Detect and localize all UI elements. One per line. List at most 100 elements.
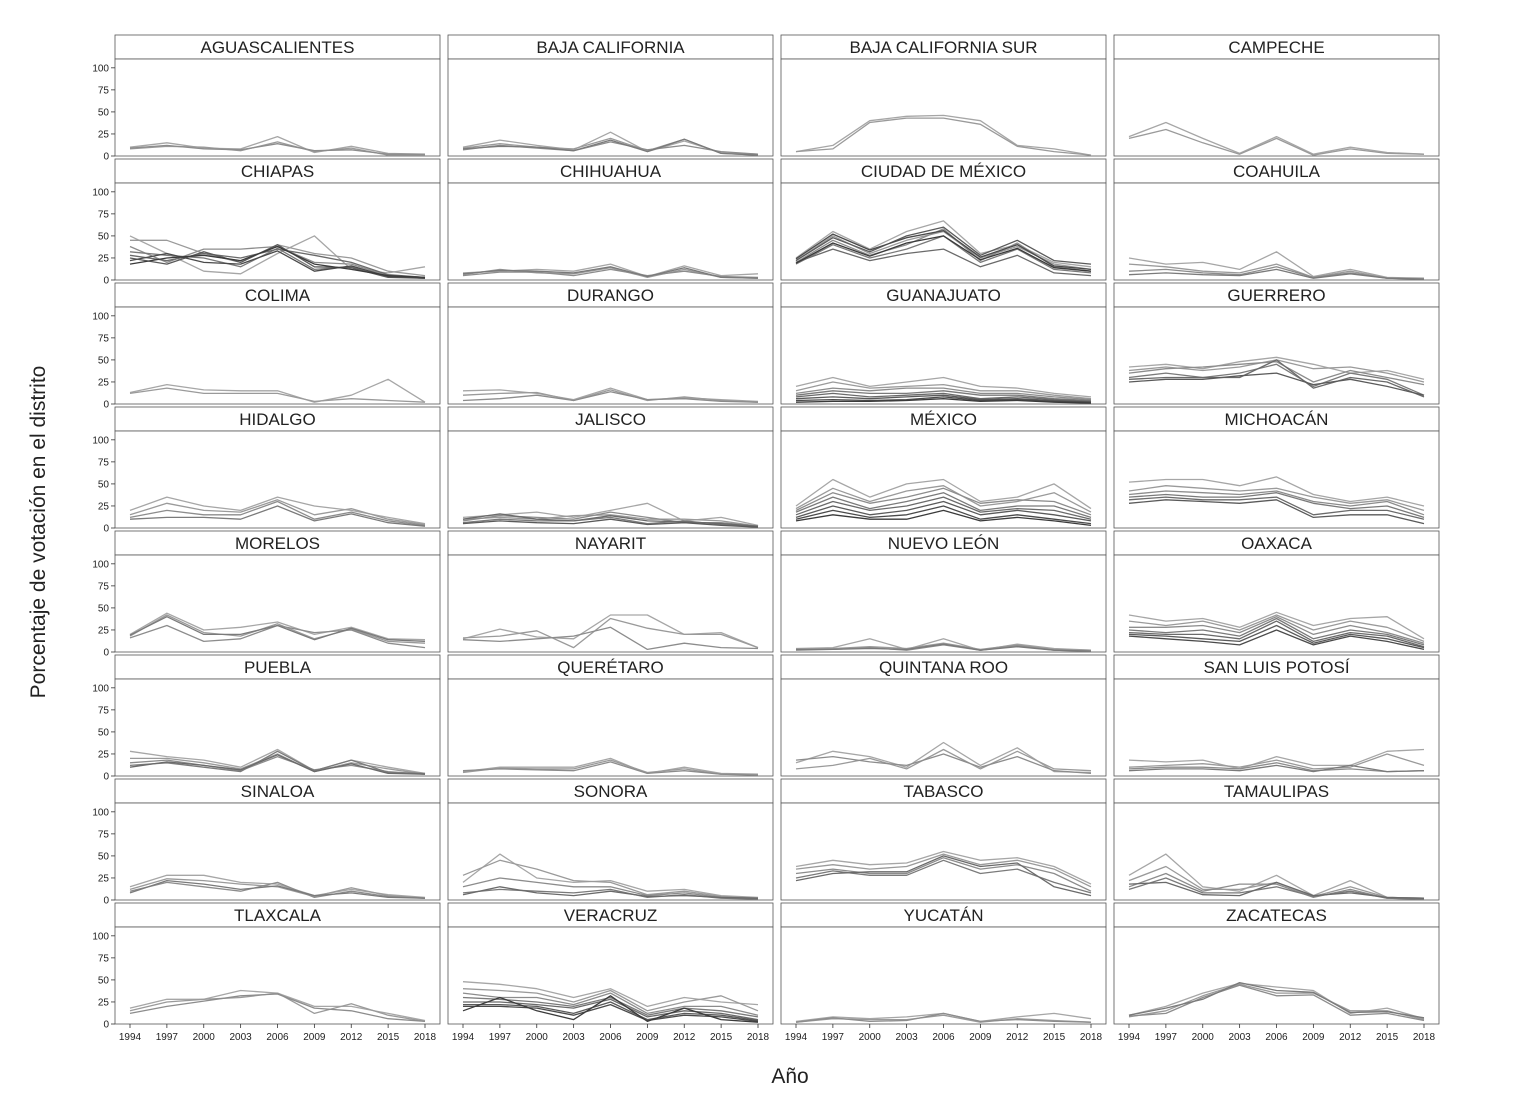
y-tick-label: 100 (92, 559, 109, 570)
panel-title: OAXACA (1241, 534, 1313, 553)
series-line (462, 502, 759, 527)
series-line (129, 750, 426, 775)
series-line (129, 992, 426, 1023)
y-tick-label: 25 (98, 501, 110, 512)
panel-title: NUEVO LEÓN (888, 534, 999, 553)
series-line (795, 387, 1092, 401)
panel-plot-area (447, 926, 774, 1025)
y-tick-label: 100 (92, 683, 109, 694)
y-tick-label: 100 (92, 807, 109, 818)
series-line (795, 496, 1092, 520)
y-tick-label: 0 (103, 1020, 109, 1031)
panel-title: MORELOS (235, 534, 320, 553)
panel-title: ZACATECAS (1226, 906, 1327, 925)
panel-yucatan: YUCATÁN (780, 902, 1107, 1025)
panel-strip (780, 902, 1107, 928)
panel-veracruz: VERACRUZ (447, 902, 774, 1025)
series-line (129, 616, 426, 643)
x-tick-label: 2012 (340, 1032, 363, 1043)
panel-strip (780, 158, 1107, 184)
y-tick-label: 25 (98, 873, 110, 884)
series-line (1128, 268, 1425, 280)
series-line (129, 748, 426, 775)
x-tick-label: 2015 (1043, 1032, 1066, 1043)
y-tick-label: 0 (103, 896, 109, 907)
series-line (795, 505, 1092, 525)
series-line (1128, 372, 1425, 396)
panel-plot-area (447, 554, 774, 653)
series-line (795, 850, 1092, 885)
series-line (463, 1001, 759, 1022)
series-line (795, 117, 1092, 156)
panel-strip (780, 282, 1107, 308)
x-tick-label: 2003 (563, 1032, 586, 1043)
x-tick-label: 2009 (636, 1032, 659, 1043)
series-line (795, 396, 1092, 403)
series-line (129, 387, 426, 403)
series-line (1128, 490, 1425, 516)
series-line (1128, 617, 1425, 646)
panel-coahuila: COAHUILA (1113, 158, 1440, 281)
series-line (1128, 984, 1425, 1022)
series-line (129, 499, 426, 526)
series-line (129, 614, 426, 644)
y-tick-label: 75 (98, 705, 110, 716)
series-line (129, 993, 426, 1023)
series-line (795, 398, 1092, 404)
series-line (795, 248, 1092, 277)
panel-colima: COLIMA 0 25 50 75 100 (92, 282, 441, 411)
panel-strip (447, 158, 774, 184)
y-tick-label: 25 (98, 997, 110, 1008)
series-line (1128, 620, 1425, 648)
x-tick-label: 2012 (1339, 1032, 1362, 1043)
series-line (462, 518, 759, 528)
series-line (129, 500, 426, 527)
x-tick-label: 2006 (932, 1032, 955, 1043)
panel-plot-area (1113, 802, 1440, 901)
x-tick-label: 2012 (673, 1032, 696, 1043)
panel-plot-area (780, 554, 1107, 653)
panel-title: SONORA (574, 782, 648, 801)
panel-title: CIUDAD DE MÉXICO (861, 162, 1026, 181)
y-tick-label: 50 (98, 603, 110, 614)
panel-plot-area (447, 182, 774, 281)
panel-strip (1113, 34, 1440, 60)
panel-tamaulipas: TAMAULIPAS (1113, 778, 1440, 901)
panel-tabasco: TABASCO (780, 778, 1107, 901)
series-line (462, 266, 759, 279)
x-tick-label: 2000 (193, 1032, 216, 1043)
x-tick-label: 2015 (710, 1032, 733, 1043)
series-line (1128, 128, 1425, 156)
y-tick-label: 50 (98, 975, 110, 986)
series-line (1128, 361, 1425, 386)
y-tick-label: 50 (98, 107, 110, 118)
x-tick-label: 2003 (230, 1032, 253, 1043)
panel-strip (780, 530, 1107, 556)
x-tick-label: 2018 (414, 1032, 437, 1043)
panel-title: HIDALGO (239, 410, 316, 429)
panel-title: COLIMA (245, 286, 311, 305)
panel-strip (114, 778, 441, 804)
panel-title: BAJA CALIFORNIA (536, 38, 685, 57)
panel-strip (447, 654, 774, 680)
y-tick-label: 0 (103, 648, 109, 659)
series-line (462, 391, 759, 403)
series-line (1128, 881, 1425, 899)
x-tick-label: 2006 (599, 1032, 622, 1043)
panel-strip (1113, 282, 1440, 308)
x-tick-label: 2018 (1080, 1032, 1103, 1043)
series-line (462, 995, 759, 1023)
x-tick-label: 2000 (526, 1032, 549, 1043)
y-tick-label: 100 (92, 435, 109, 446)
series-line (129, 505, 426, 527)
series-line (463, 998, 759, 1021)
panel-baja-california-sur: BAJA CALIFORNIA SUR (780, 34, 1107, 157)
series-line (795, 114, 1092, 156)
series-line (462, 886, 759, 899)
panel-strip (1113, 406, 1440, 432)
series-line (1129, 616, 1425, 644)
series-line (462, 992, 759, 1016)
panel-guanajuato: GUANAJUATO (780, 282, 1107, 405)
panel-strip (1113, 778, 1440, 804)
panel-plot-area (447, 678, 774, 777)
